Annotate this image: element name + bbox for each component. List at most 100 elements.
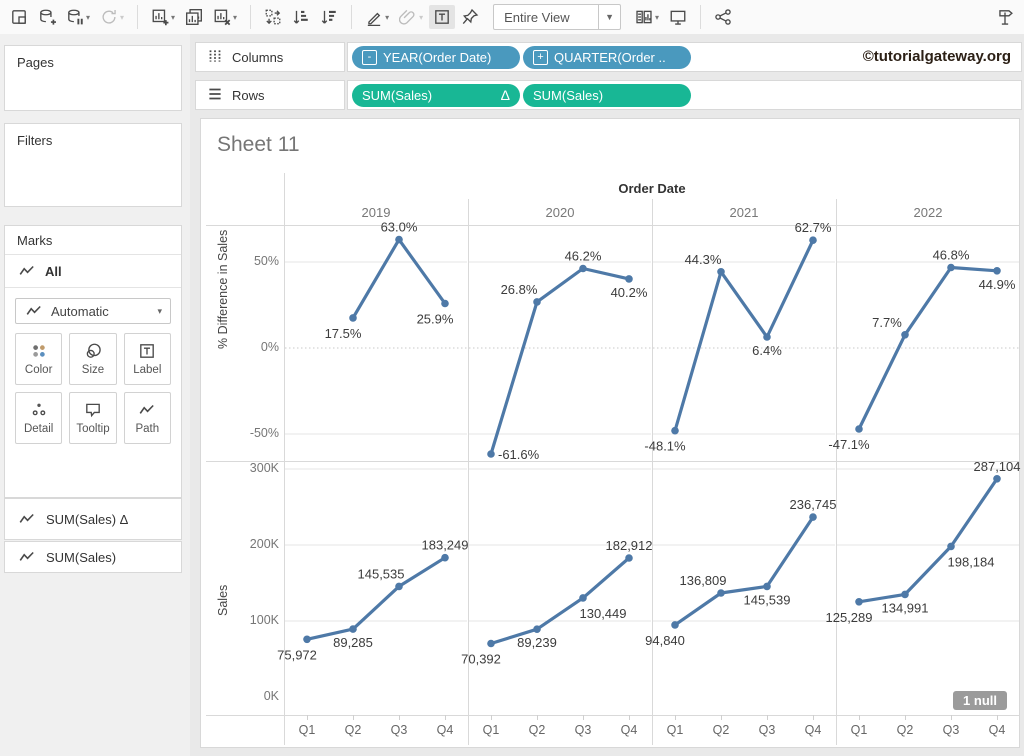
group-members-button[interactable]: ▾ [395,5,427,29]
chart-panel-2019-row1[interactable]: 75,972 89,285 145,535 183,249 [277,461,469,715]
toolbar-separator [250,5,252,29]
toolbar-separator [137,5,139,29]
fit-selector[interactable]: Entire View ▼ [493,4,622,30]
clear-sheet-button[interactable]: ▾ [209,5,241,29]
field-sum-sales-delta[interactable]: SUM(Sales) Δ [4,498,182,540]
line-mark-icon [17,548,37,566]
rows-shelf: Rows SUM(Sales) Δ SUM(Sales) [195,80,1022,110]
axis-tick [767,715,768,720]
svg-text:182,912: 182,912 [606,538,653,553]
marks-card: Marks All Automatic ▾ Color Size Label Deta… [4,225,182,498]
line-mark-icon [17,262,37,280]
svg-text:134,991: 134,991 [882,600,929,615]
mark-type-dropdown[interactable]: Automatic ▾ [15,298,171,324]
new-worksheet-button[interactable]: ▾ [147,5,179,29]
presentation-mode-button[interactable] [665,5,691,29]
show-hide-cards-button[interactable]: ▾ [631,5,663,29]
save-button[interactable] [6,5,32,29]
marks-button-label: Path [135,423,160,435]
share-button[interactable] [710,5,736,29]
line-mark-icon [17,510,37,528]
chart-panel-2022-row1[interactable]: 125,289 134,991 198,184 287,104 [826,459,1021,715]
rows-icon [206,85,224,106]
axis-tick [445,715,446,720]
run-auto-updates-button[interactable]: ▾ [96,5,128,29]
duplicate-sheet-icon [185,8,203,26]
chevron-down-icon: ▾ [419,12,424,22]
svg-text:-61.6%: -61.6% [498,447,540,462]
axis-tick-label: 0K [263,689,279,703]
marks-detail-button[interactable]: Detail [15,392,63,444]
marks-color-button[interactable]: Color [15,333,63,385]
highlight-button[interactable]: ▾ [361,5,393,29]
marks-label-button[interactable]: Label [123,333,171,385]
svg-text:-48.1%: -48.1% [644,439,686,454]
chart-panel-2020-row0[interactable]: -61.6% 26.8% 46.2% 40.2% [468,225,652,462]
pages-shelf[interactable]: Pages [4,45,182,111]
facet-year-label: 2021 [729,205,759,220]
sheet-title: Sheet 11 [217,133,300,156]
rows-shelf-tray[interactable]: SUM(Sales) Δ SUM(Sales) [347,80,1022,110]
svg-text:63.0%: 63.0% [381,220,418,235]
add-data-source-icon [38,8,56,26]
svg-text:26.8%: 26.8% [501,282,538,297]
marks-size-button[interactable]: Size [69,333,117,385]
quarter-axis-label: Q3 [574,723,592,737]
null-indicator-badge[interactable]: 1 null [953,691,1007,710]
add-data-source-button[interactable] [34,5,60,29]
svg-text:17.5%: 17.5% [325,326,362,341]
marks-button-label: Color [24,364,53,376]
chart-panel-2022-row0[interactable]: -47.1% 7.7% 46.8% 44.9% [828,225,1020,461]
show-me-button[interactable] [992,5,1018,29]
marks-button-label: Tooltip [76,423,110,435]
swap-rows-columns-button[interactable] [260,5,286,29]
filters-label: Filters [17,133,53,148]
chart-panel-2021-row0[interactable]: -48.1% 44.3% 6.4% 62.7% [644,220,836,461]
quarter-axis-label: Q4 [436,723,454,737]
shelf-pill-year-order-date-[interactable]: - YEAR(Order Date) [352,45,520,69]
panel-divider [468,199,469,745]
axis-tick-label: 0% [260,340,279,354]
svg-text:46.8%: 46.8% [933,248,970,263]
show-hide-cards-icon [635,8,653,26]
sort-ascending-button[interactable] [288,5,314,29]
chart-panel-2021-row1[interactable]: 94,840 136,809 145,539 236,745 [645,461,837,715]
shelf-pill-quarter-order-[interactable]: + QUARTER(Order .. [523,45,691,69]
sort-descending-button[interactable] [316,5,342,29]
chart-panel-2019-row0[interactable]: 17.5% 63.0% 25.9% [284,220,468,461]
shelf-pill-sum-sales-[interactable]: SUM(Sales) Δ [352,83,520,107]
svg-text:25.9%: 25.9% [417,312,454,327]
chart-panel-2020-row1[interactable]: 70,392 89,239 130,449 182,912 [461,461,653,715]
collapse-icon[interactable]: - [362,49,377,65]
marks-path-button[interactable]: Path [123,392,171,444]
columns-shelf-tray[interactable]: - YEAR(Order Date) + QUARTER(Order .. ©tutor… [347,42,1022,72]
filters-shelf[interactable]: Filters [4,123,182,207]
share-icon [714,8,732,26]
marks-all-row[interactable]: All [5,255,181,288]
save-icon [10,8,28,26]
fix-axes-button[interactable] [457,5,483,29]
svg-text:198,184: 198,184 [948,554,995,569]
facet-column-header: Order Date [618,181,686,196]
show-mark-labels-button[interactable] [429,5,456,29]
line-mark-icon [24,302,44,320]
chevron-down-icon: ▾ [171,12,176,22]
svg-text:125,289: 125,289 [826,610,873,625]
expand-icon[interactable]: + [533,49,548,65]
svg-text:6.4%: 6.4% [752,343,782,358]
svg-text:145,535: 145,535 [358,566,405,581]
worksheet-view: Sheet 11 Order Date 2019 2020 2021 2022 50% 0… [200,118,1021,748]
marks-tooltip-button[interactable]: Tooltip [69,392,117,444]
columns-shelf: Columns - YEAR(Order Date) + QUARTER(Order … [195,42,1022,72]
sort-ascending-icon [292,8,310,26]
field-sum-sales[interactable]: SUM(Sales) [4,541,182,573]
axis-tick-label: -50% [249,426,279,440]
pause-auto-updates-button[interactable]: ▾ [62,5,94,29]
chevron-down-icon: ▾ [655,12,660,22]
quarter-axis-label: Q2 [344,723,362,737]
svg-text:145,539: 145,539 [744,592,791,607]
axis-tick [905,715,906,720]
quarter-axis-label: Q4 [988,723,1006,737]
duplicate-sheet-button[interactable] [181,5,207,29]
shelf-pill-sum-sales-[interactable]: SUM(Sales) [523,83,691,107]
